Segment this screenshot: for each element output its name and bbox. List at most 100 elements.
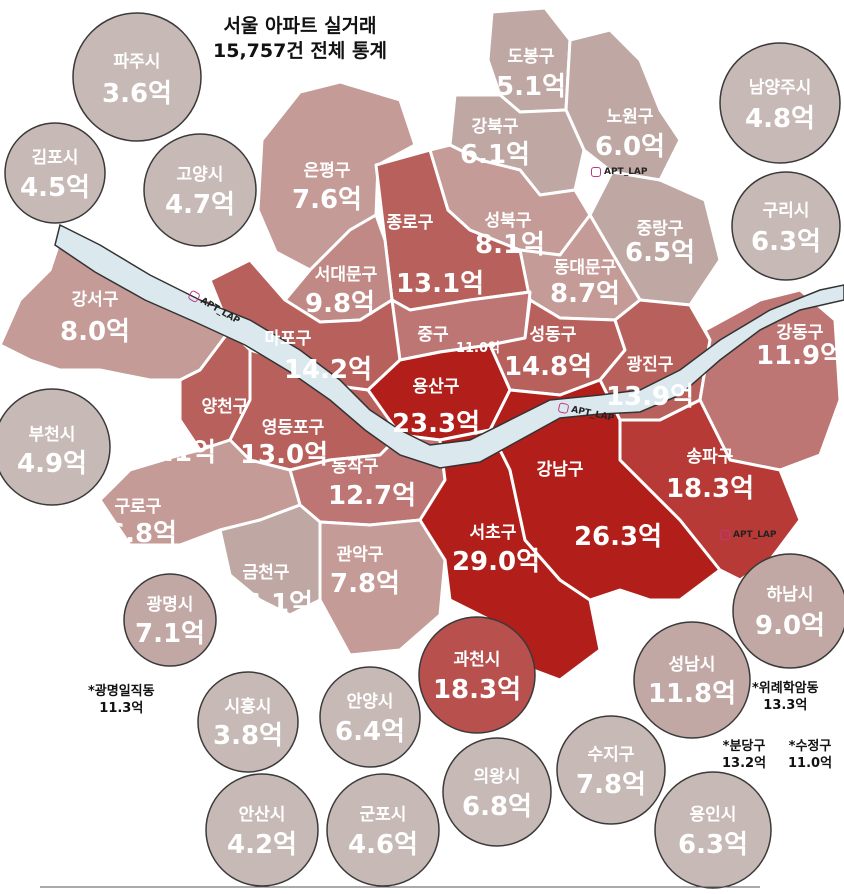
label-guri-value: 6.3억 (751, 227, 821, 257)
label-hanam-value: 9.0억 (755, 611, 825, 641)
label-suji-name: 수지구 (588, 745, 635, 765)
label-anyang-value: 6.4억 (335, 717, 405, 747)
label-gangnam-name: 강남구 (537, 460, 584, 480)
bubble-goyang (143, 133, 257, 247)
note-bundang-name: *분당구 (722, 739, 766, 754)
label-gangdong-name: 강동구 (777, 323, 824, 343)
label-goyang-value: 4.7억 (165, 190, 235, 220)
note-gwangmyeong-name: *광명일직동 (88, 684, 155, 699)
label-seongdong-name: 성동구 (530, 325, 577, 345)
label-suji-value: 7.8억 (576, 770, 646, 800)
watermark-text-1: APT_LAP (604, 167, 648, 177)
label-jungnang-name: 중랑구 (637, 219, 684, 239)
label-seodaemun-value: 9.8억 (305, 289, 375, 319)
note-wirye-value: 13.3억 (763, 698, 808, 713)
label-yangcheon-value: 13.1억 (128, 438, 216, 468)
label-hanam-name: 하남시 (767, 585, 814, 605)
bubble-gwacheon (418, 616, 536, 734)
label-gwacheon-value: 18.3억 (433, 675, 521, 705)
map-title: 서울 아파트 실거래 15,757건 전체 통계 (160, 14, 440, 64)
label-dobong-value: 5.1억 (496, 72, 566, 102)
label-gunpo-value: 4.6억 (348, 830, 418, 860)
note-gwangmyeong-value: 11.3억 (99, 701, 144, 716)
label-yongsan-value: 23.3억 (392, 409, 480, 439)
note-bundang: *분당구 13.2억 (722, 738, 766, 772)
label-dongdaemun-name: 동대문구 (554, 258, 617, 278)
district-seongbuk (428, 143, 592, 257)
label-paju-name: 파주시 (114, 52, 161, 72)
label-yeongdeungpo-value: 13.0억 (240, 440, 328, 470)
label-seongnam-value: 11.8억 (648, 679, 736, 709)
label-namyangju-name: 남양주시 (749, 78, 812, 98)
note-wirye: *위례학암동 13.3억 (752, 680, 819, 714)
label-gwangmyeong-name: 광명시 (147, 595, 194, 615)
label-paju-value: 3.6억 (102, 79, 172, 109)
label-dobong-name: 도봉구 (508, 47, 555, 67)
label-gwangmyeong-value: 7.1억 (135, 619, 205, 649)
label-jongno-name: 종로구 (387, 213, 434, 233)
label-yongin-value: 6.3억 (678, 830, 748, 860)
note-bundang-value: 13.2억 (722, 756, 767, 771)
label-jungnang-value: 6.5억 (625, 238, 695, 268)
bubble-anyang (319, 666, 421, 768)
label-nowon-name: 노원구 (607, 107, 654, 127)
label-siheung-value: 3.8억 (213, 721, 283, 751)
label-eunpyeong-name: 은평구 (304, 161, 351, 181)
bubble-uiwang (442, 737, 552, 847)
instagram-icon (557, 402, 570, 415)
label-seongnam-name: 성남시 (669, 655, 716, 675)
label-gangseo-value: 8.0억 (60, 317, 130, 347)
title-line-1: 서울 아파트 실거래 (223, 15, 377, 37)
label-gangdong-value: 11.9억 (756, 341, 844, 371)
note-wirye-name: *위례학암동 (752, 681, 819, 696)
watermark-text-2: APT_LAP (733, 530, 777, 540)
title-line-2: 15,757건 전체 통계 (213, 40, 387, 62)
label-uiwang-name: 의왕시 (474, 767, 521, 787)
label-nowon-value: 6.0억 (595, 132, 665, 162)
city-labels: 파주시 3.6억 김포시 4.5억 고양시 4.7억 남양주시 4.8억 구리시… (17, 52, 825, 860)
bubble-yongin (654, 771, 772, 889)
label-bucheon-value: 4.9억 (17, 449, 87, 479)
label-gangbuk-value: 6.1억 (460, 140, 530, 170)
bubble-seongnam (633, 621, 751, 739)
label-seocho-value: 29.0억 (452, 547, 540, 577)
note-sujeong-name: *수정구 (788, 739, 832, 754)
city-bubbles (0, 12, 844, 889)
district-eunpyeong (256, 80, 417, 272)
label-seodaemun-name: 서대문구 (315, 265, 378, 285)
bubble-bucheon (0, 388, 111, 506)
label-dongdaemun-value: 8.7억 (550, 279, 620, 309)
bubble-siheung (197, 671, 299, 773)
label-gwanak-value: 7.8억 (330, 569, 400, 599)
label-yongsan-name: 용산구 (413, 377, 460, 397)
note-gwangmyeong: *광명일직동 11.3억 (88, 683, 155, 717)
label-ansan-value: 4.2억 (227, 830, 297, 860)
watermark-1: APT_LAP (591, 167, 648, 177)
bubble-hanam (732, 553, 844, 669)
label-ansan-name: 안산시 (239, 805, 286, 825)
watermark-2: APT_LAP (720, 530, 777, 540)
label-mapo-name: 마포구 (265, 329, 312, 349)
district-guro (98, 438, 302, 547)
label-seongdong-value: 14.8억 (504, 352, 592, 382)
label-seongbuk-name: 성북구 (485, 211, 532, 231)
label-gwacheon-name: 과천시 (454, 650, 501, 670)
label-gwangjin-name: 광진구 (627, 355, 674, 375)
label-gimpo-value: 4.5억 (20, 173, 90, 203)
label-jung-value: 11.0억 (456, 341, 500, 356)
label-anyang-name: 안양시 (347, 692, 394, 712)
label-gwangjin-value: 13.9억 (606, 382, 694, 412)
label-eunpyeong-value: 7.6억 (292, 185, 362, 215)
label-geumcheon-value: 6.1억 (243, 589, 313, 619)
label-yongin-name: 용인시 (690, 805, 737, 825)
bubble-paju (72, 12, 202, 142)
instagram-icon (591, 167, 601, 177)
label-gangnam-value: 26.3억 (574, 522, 662, 552)
label-yeongdeungpo-name: 영등포구 (262, 418, 325, 438)
label-goyang-name: 고양시 (177, 165, 224, 185)
label-guro-name: 구로구 (115, 497, 162, 517)
han-river (54, 223, 844, 469)
label-gimpo-name: 김포시 (32, 148, 79, 168)
